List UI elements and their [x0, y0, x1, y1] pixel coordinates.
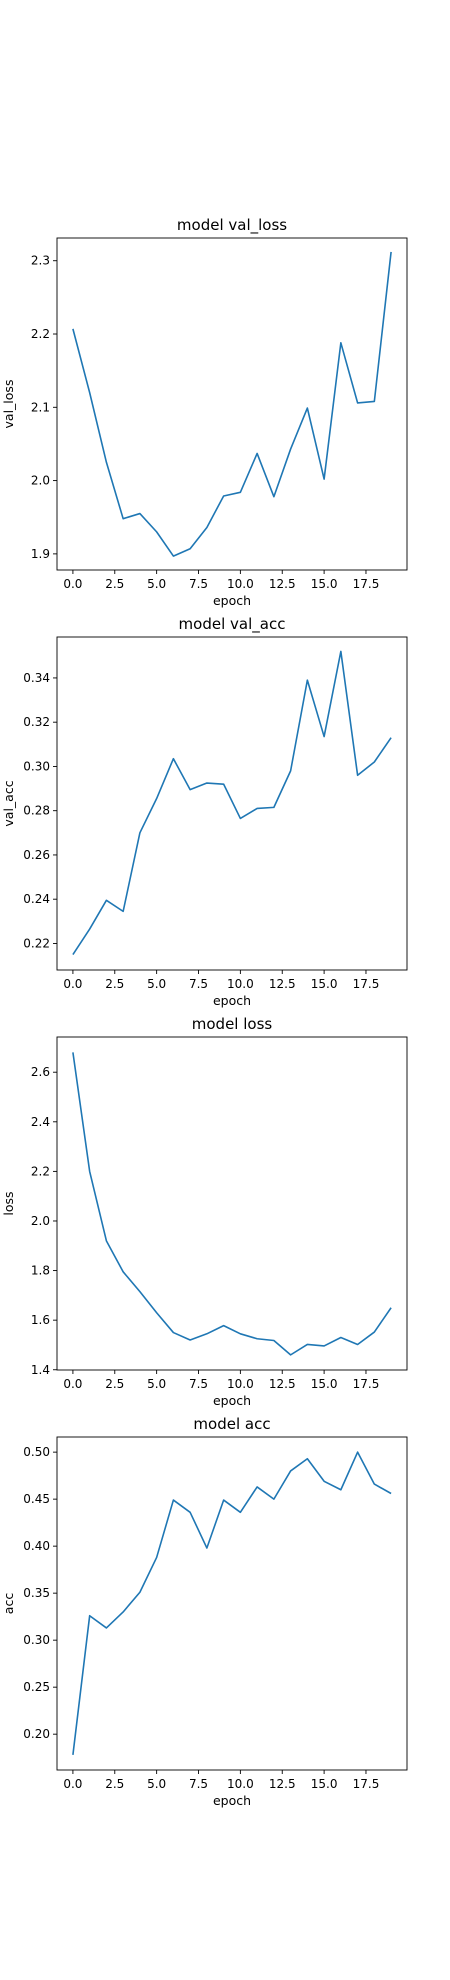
x-tick-label: 15.0 [311, 1777, 338, 1791]
y-tick-label: 0.25 [23, 1680, 50, 1694]
x-tick-label: 17.5 [353, 577, 380, 591]
series-line [72, 251, 392, 557]
y-tick-label: 0.20 [23, 1727, 50, 1741]
x-axis-label: epoch [213, 593, 251, 608]
x-tick-label: 10.0 [227, 977, 254, 991]
x-tick-label: 17.5 [353, 1777, 380, 1791]
x-tick-label: 0.0 [63, 577, 82, 591]
x-tick-label: 17.5 [353, 1377, 380, 1391]
y-tick-label: 2.0 [31, 474, 50, 488]
y-tick-label: 2.3 [31, 254, 50, 268]
y-tick-label: 2.0 [31, 1214, 50, 1228]
y-tick-label: 2.4 [31, 1115, 50, 1129]
y-tick-label: 0.26 [23, 848, 50, 862]
chart-title: model acc [193, 1415, 270, 1433]
y-tick-label: 0.24 [23, 892, 50, 906]
y-tick-label: 0.30 [23, 759, 50, 773]
y-tick-label: 2.2 [31, 1164, 50, 1178]
series-line [72, 1052, 392, 1356]
chart-title: model loss [192, 1015, 273, 1033]
y-tick-label: 0.50 [23, 1445, 50, 1459]
x-tick-label: 5.0 [147, 1377, 166, 1391]
y-tick-label: 1.6 [31, 1313, 50, 1327]
y-tick-label: 0.40 [23, 1539, 50, 1553]
plot-frame [56, 1036, 408, 1371]
y-tick-label: 1.9 [31, 547, 50, 561]
x-tick-label: 0.0 [63, 1777, 82, 1791]
x-tick-label: 7.5 [189, 1377, 208, 1391]
y-axis-label: loss [1, 1191, 16, 1215]
y-tick-label: 2.1 [31, 400, 50, 414]
x-tick-label: 15.0 [311, 977, 338, 991]
x-tick-label: 10.0 [227, 1377, 254, 1391]
y-tick-label: 0.22 [23, 936, 50, 950]
x-tick-label: 12.5 [269, 1777, 296, 1791]
y-tick-label: 2.2 [31, 327, 50, 341]
y-tick-label: 1.8 [31, 1264, 50, 1278]
y-tick-label: 0.28 [23, 804, 50, 818]
x-tick-label: 0.0 [63, 1377, 82, 1391]
y-axis-label: val_acc [1, 780, 16, 826]
x-tick-label: 2.5 [105, 1377, 124, 1391]
x-tick-label: 0.0 [63, 977, 82, 991]
x-tick-label: 12.5 [269, 977, 296, 991]
series-line [72, 1451, 392, 1755]
x-tick-label: 5.0 [147, 577, 166, 591]
x-tick-label: 5.0 [147, 977, 166, 991]
x-tick-label: 12.5 [269, 577, 296, 591]
x-tick-label: 7.5 [189, 577, 208, 591]
y-tick-label: 0.45 [23, 1492, 50, 1506]
x-axis-label: epoch [213, 993, 251, 1008]
x-tick-label: 10.0 [227, 577, 254, 591]
y-tick-label: 0.32 [23, 715, 50, 729]
x-tick-label: 7.5 [189, 977, 208, 991]
chart-title: model val_loss [177, 216, 287, 235]
x-tick-label: 12.5 [269, 1377, 296, 1391]
plot-frame [56, 636, 408, 971]
y-axis-label: acc [1, 1593, 16, 1615]
x-tick-label: 10.0 [227, 1777, 254, 1791]
y-tick-label: 2.6 [31, 1065, 50, 1079]
x-tick-label: 15.0 [311, 577, 338, 591]
x-tick-label: 15.0 [311, 1377, 338, 1391]
y-tick-label: 1.4 [31, 1363, 50, 1377]
x-tick-label: 2.5 [105, 577, 124, 591]
series-line [72, 650, 392, 955]
chart-title: model val_acc [179, 615, 286, 634]
x-tick-label: 2.5 [105, 977, 124, 991]
plot-frame [56, 237, 408, 571]
x-axis-label: epoch [213, 1793, 251, 1808]
plot-frame [56, 1436, 408, 1771]
x-tick-label: 2.5 [105, 1777, 124, 1791]
y-axis-label: val_loss [1, 380, 16, 429]
y-tick-label: 0.35 [23, 1586, 50, 1600]
x-tick-label: 7.5 [189, 1777, 208, 1791]
y-tick-label: 0.30 [23, 1633, 50, 1647]
y-tick-label: 0.34 [23, 671, 50, 685]
x-axis-label: epoch [213, 1393, 251, 1408]
x-tick-label: 5.0 [147, 1777, 166, 1791]
x-tick-label: 17.5 [353, 977, 380, 991]
